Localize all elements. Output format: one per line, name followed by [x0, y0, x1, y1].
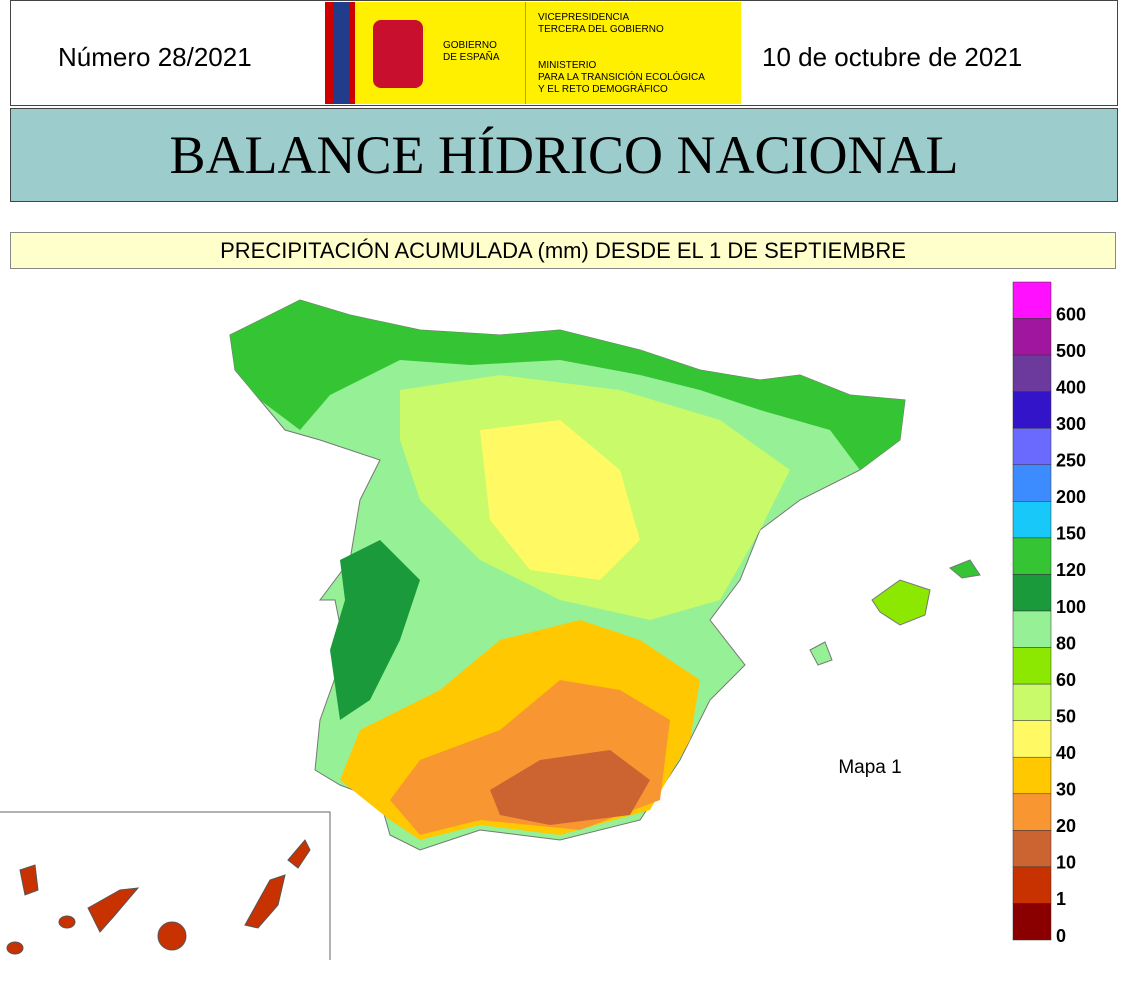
legend-label: 40 [1056, 743, 1076, 763]
gobierno: GOBIERNO DE ESPAÑA [443, 40, 500, 64]
ministerio: MINISTERIO PARA LA TRANSICIÓN ECOLÓGICA Y … [538, 60, 705, 96]
legend-swatch [1012, 647, 1052, 685]
logo-text: MINISTERIO [538, 60, 597, 71]
bulletin-date: 10 de octubre de 2021 [762, 42, 1023, 72]
legend-swatch [1012, 793, 1052, 831]
legend-swatch [1012, 318, 1052, 356]
island [58, 915, 76, 929]
main-title: BALANCE HÍDRICO NACIONAL [10, 108, 1118, 202]
island [287, 839, 311, 869]
logo-text: TERCERA DEL GOBIERNO [538, 24, 664, 35]
header-box [10, 0, 1118, 106]
logo-text: VICEPRESIDENCIA [538, 12, 630, 23]
legend-swatch [1012, 610, 1052, 648]
legend-swatch [1012, 464, 1052, 502]
legend-swatch [1012, 281, 1052, 319]
logo-text: Y EL RETO DEMOGRÁFICO [538, 84, 668, 95]
canary-islands [6, 839, 311, 955]
legend-label: 80 [1056, 633, 1076, 653]
legend-swatch [1012, 866, 1052, 904]
canary-inset-frame [0, 811, 331, 960]
legend-label: 50 [1056, 706, 1076, 726]
central-yellow [480, 420, 640, 580]
legend-swatch [1012, 391, 1052, 429]
legend-label: 250 [1056, 451, 1086, 471]
legend-label: 400 [1056, 377, 1086, 397]
legend-label: 100 [1056, 597, 1086, 617]
divider [525, 2, 526, 104]
legend-label: 150 [1056, 524, 1086, 544]
legend-label: 600 [1056, 304, 1086, 324]
north-coast-wet [230, 300, 905, 470]
subtitle: PRECIPITACIÓN ACUMULADA (mm) DESDE EL 1 … [10, 232, 1116, 269]
legend-swatch [1012, 903, 1052, 941]
legend: 6005004003002502001501201008060504030201… [1012, 281, 1086, 946]
legend-swatch [1012, 354, 1052, 392]
legend-label: 20 [1056, 816, 1076, 836]
coat-of-arms [373, 20, 423, 88]
legend-label: 300 [1056, 414, 1086, 434]
legend-label: 1 [1056, 889, 1066, 909]
south-brown [490, 750, 650, 825]
legend-swatch [1012, 720, 1052, 758]
vicepresidencia: VICEPRESIDENCIA TERCERA DEL GOBIERNO [538, 12, 664, 36]
legend-label: 200 [1056, 487, 1086, 507]
legend-label: 10 [1056, 853, 1076, 873]
legend-swatch [1012, 427, 1052, 466]
legend-swatch [1012, 756, 1052, 795]
legend-swatch [1012, 501, 1052, 539]
island [157, 921, 187, 951]
logo-text: GOBIERNO [443, 40, 497, 51]
logo-text: PARA LA TRANSICIÓN ECOLÓGICA [538, 72, 705, 83]
legend-swatch [1012, 574, 1052, 612]
legend-swatch [1012, 830, 1052, 868]
bulletin-number: Número 28/2021 [58, 42, 252, 72]
mallorca [871, 579, 931, 626]
island [244, 874, 286, 929]
legend-label: 30 [1056, 780, 1076, 800]
map: Mapa 1 600500400300250200150120100806050… [0, 281, 1086, 960]
west-green [330, 540, 420, 720]
logo: GOBIERNO DE ESPAÑA VICEPRESIDENCIA TERCERA… [325, 2, 741, 104]
island [6, 941, 24, 955]
legend-label: 500 [1056, 341, 1086, 361]
eu-flag-band [325, 2, 355, 104]
legend-label: 120 [1056, 560, 1086, 580]
map-label: Mapa 1 [838, 757, 901, 778]
legend-label: 0 [1056, 926, 1066, 946]
legend-swatch [1012, 537, 1052, 575]
island [19, 864, 39, 896]
ibiza [809, 641, 833, 666]
legend-swatch [1012, 683, 1052, 721]
island [87, 887, 140, 933]
legend-label: 60 [1056, 670, 1076, 690]
logo-text: DE ESPAÑA [443, 52, 500, 63]
menorca [949, 559, 981, 579]
